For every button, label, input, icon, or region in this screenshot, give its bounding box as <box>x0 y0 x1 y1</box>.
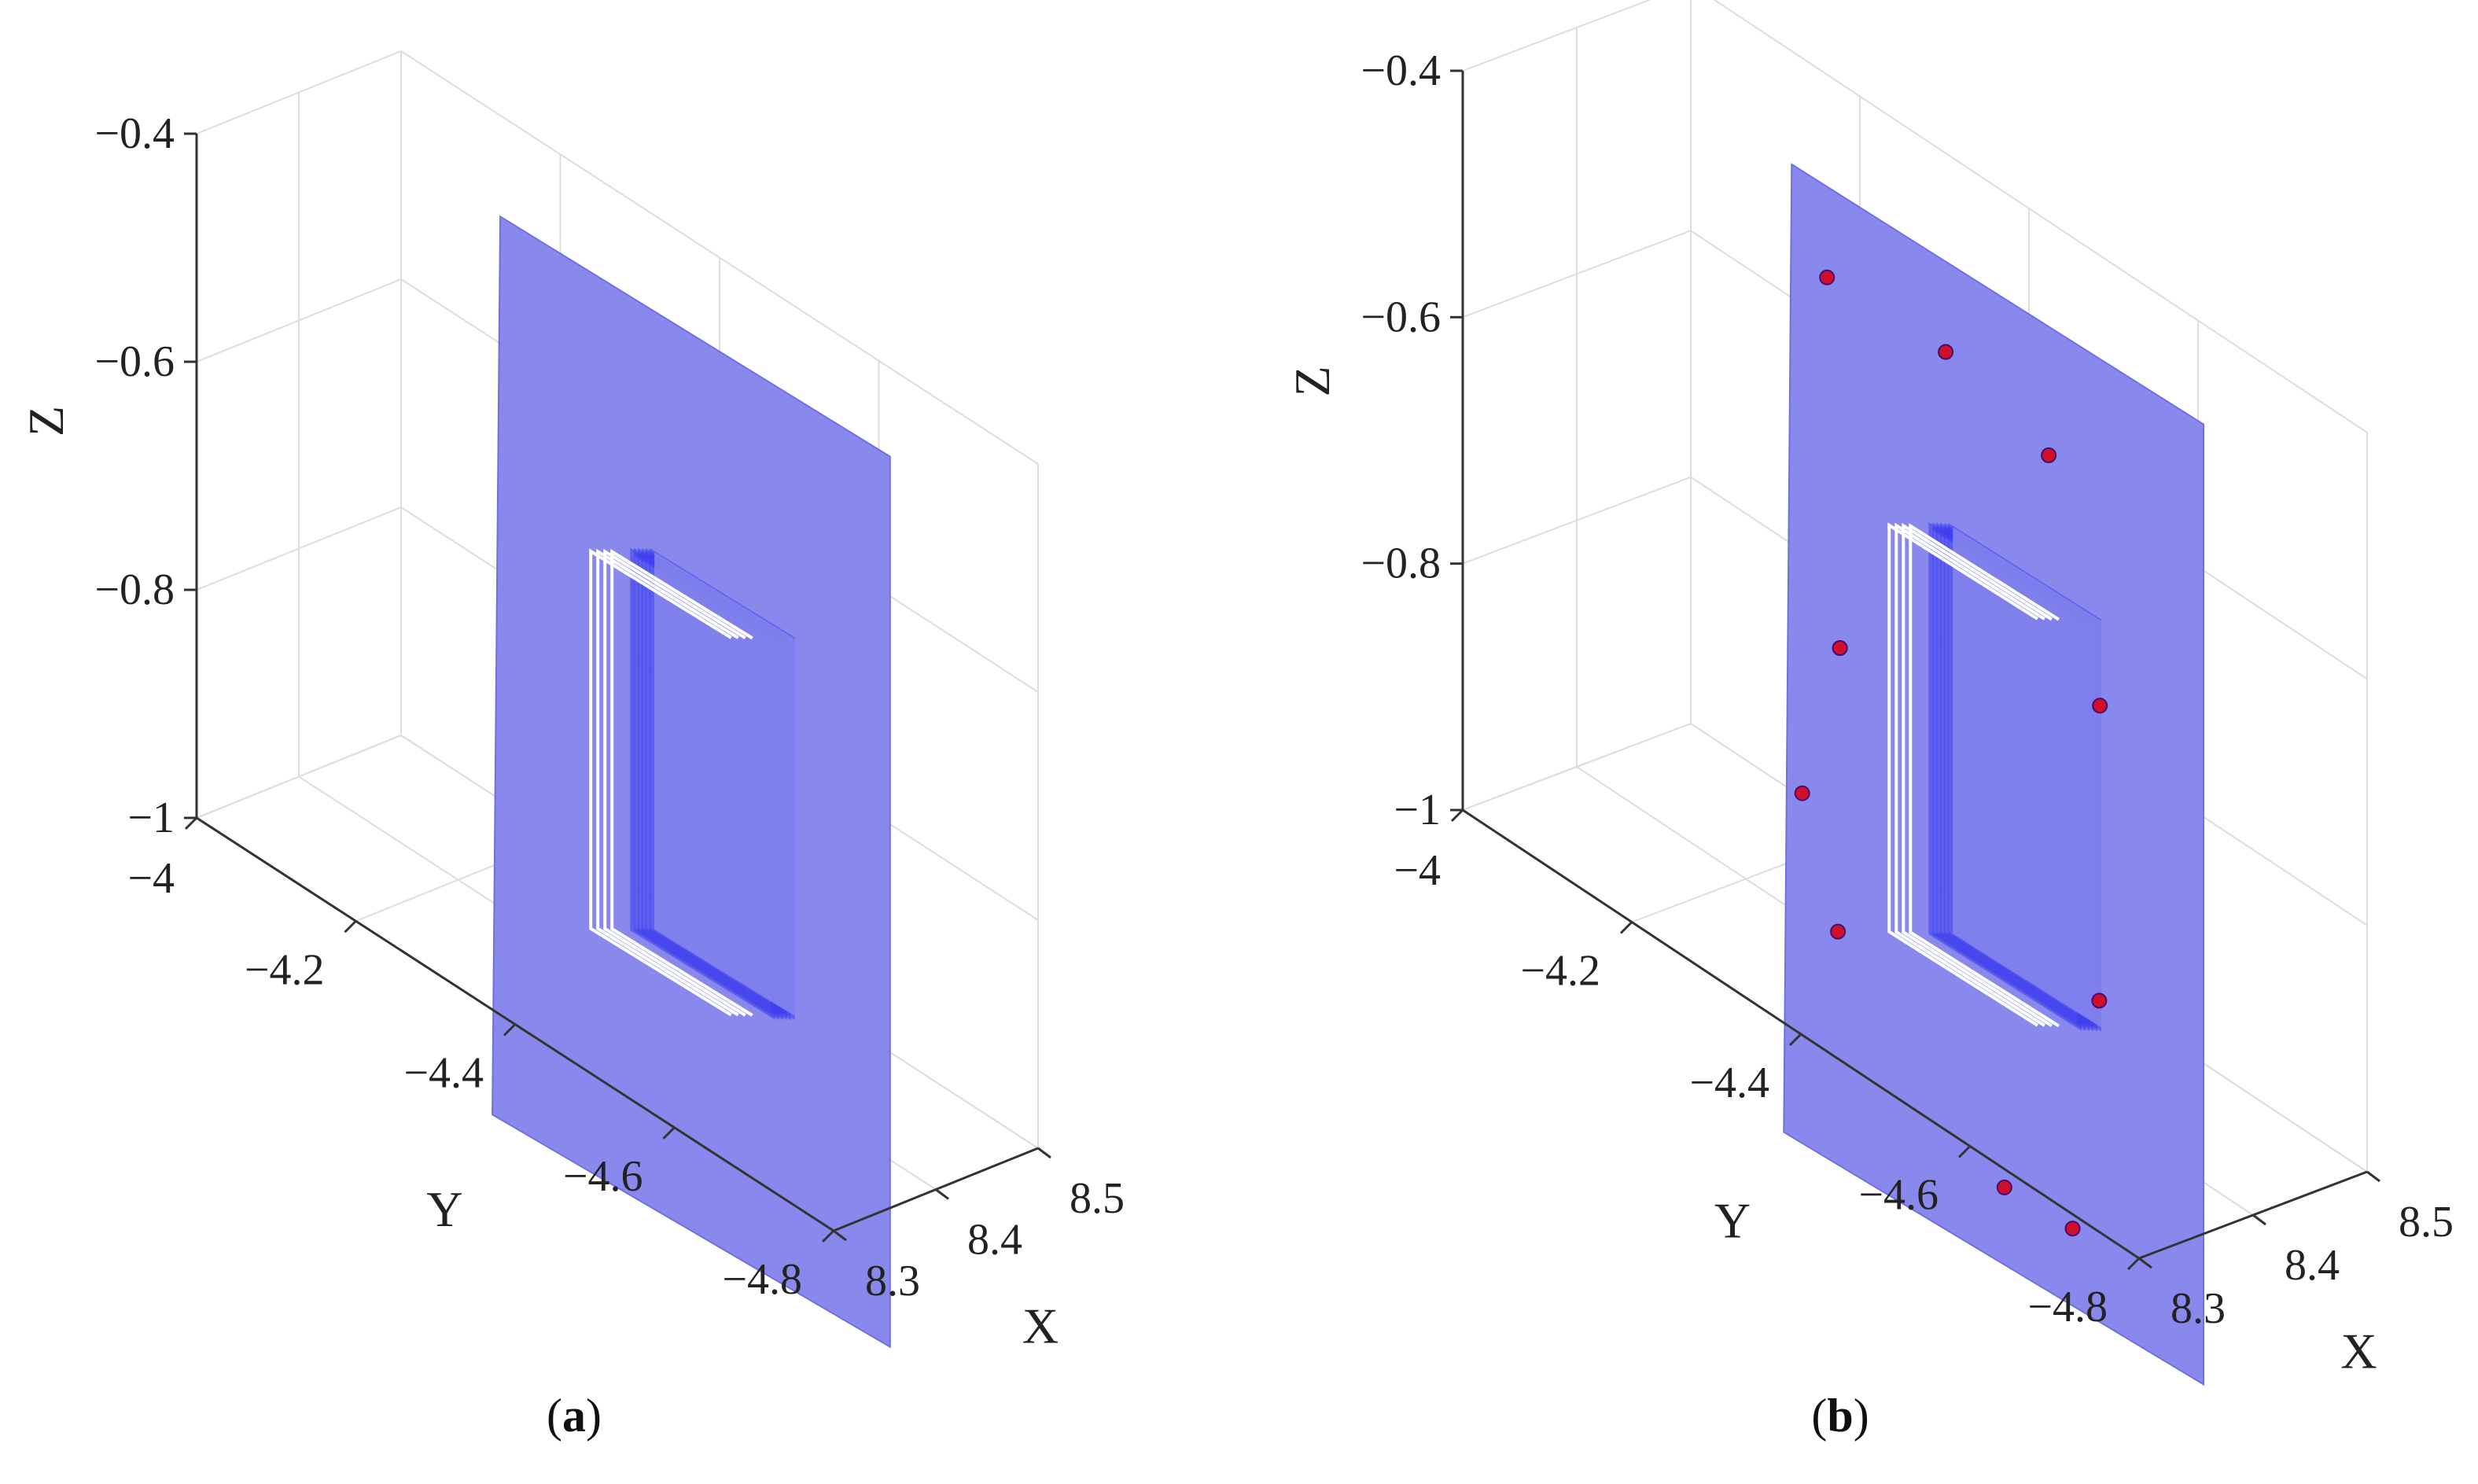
x-tick-mark <box>1037 1147 1051 1159</box>
y-tick-label: −4 <box>127 854 175 903</box>
y-tick-mark <box>1619 921 1633 934</box>
axes: −0.4 −0.6 −0.8 −1 −4 −4.2 −4.4 −4.6 −4.8 8.3 8.4 8.… <box>18 109 1125 1353</box>
grid-line <box>196 278 402 363</box>
surface <box>492 215 891 1349</box>
marker-point <box>2091 992 2108 1009</box>
y-axis-label: Y <box>1714 1193 1751 1249</box>
y-tick-mark <box>1788 1033 1802 1047</box>
marker-point <box>1938 344 1954 360</box>
z-tick-label: −0.4 <box>94 109 175 158</box>
x-tick-mark <box>2138 1257 2152 1269</box>
inner-frame-edge <box>610 548 753 1017</box>
x-tick-label: 8.5 <box>2399 1198 2454 1246</box>
z-tick-label: −0.6 <box>1361 293 1441 341</box>
marker-point <box>1830 923 1847 940</box>
inner-square <box>1953 527 2101 1028</box>
x-tick-label: 8.3 <box>865 1257 920 1305</box>
inner-square <box>654 552 795 1016</box>
grid-line <box>1713 0 2368 433</box>
x-tick-mark <box>833 1229 847 1242</box>
grid-line <box>1462 0 1652 72</box>
marker-point <box>2041 447 2057 463</box>
marker-point <box>2092 698 2108 714</box>
marker-point <box>1996 1179 2012 1195</box>
y-tick-mark <box>1450 808 1464 823</box>
y-tick-mark <box>344 920 357 933</box>
marker-point <box>1794 785 1810 801</box>
grid-line <box>196 506 402 591</box>
panel-caption: (b) <box>1811 1390 1869 1442</box>
y-tick-label: −4.6 <box>1858 1171 1939 1220</box>
x-tick-label: 8.4 <box>967 1216 1022 1265</box>
x-tick-mark <box>2252 1213 2266 1226</box>
grid-line <box>1462 230 1692 319</box>
marker-point <box>2064 1221 2081 1237</box>
inner-frame-edge <box>1887 522 2038 1027</box>
z-axis-label: Z <box>1284 366 1340 396</box>
y-tick-label: −4.8 <box>722 1255 802 1304</box>
x-tick-mark <box>2366 1170 2380 1183</box>
y-tick-label: −4.6 <box>563 1152 643 1201</box>
z-tick-label: −0.6 <box>94 337 175 386</box>
y-tick-label: −4.8 <box>2027 1283 2108 1331</box>
z-tick-label: −0.4 <box>1361 46 1441 95</box>
y-tick-label: −4.2 <box>1520 947 1600 996</box>
y-tick-mark <box>662 1126 676 1140</box>
z-tick-label: −0.8 <box>1361 539 1441 588</box>
x-tick-label: 8.3 <box>2171 1284 2226 1333</box>
y-tick-label: −4.2 <box>245 945 325 994</box>
y-tick-label: −4.4 <box>1689 1059 1769 1107</box>
x-tick-label: 8.5 <box>1070 1174 1125 1223</box>
inner-frame-edge <box>1902 522 2053 1027</box>
x-axis-label: X <box>2340 1324 2377 1379</box>
grid-line <box>400 50 1039 465</box>
x-tick-mark <box>935 1188 949 1200</box>
grid-line <box>1462 476 1692 565</box>
marker-points <box>1794 269 2108 1237</box>
y-tick-mark <box>184 816 198 830</box>
x-axis-label: X <box>1022 1298 1059 1353</box>
y-axis-label: Y <box>426 1181 462 1237</box>
grid-line <box>196 50 402 134</box>
inner-frame-edge <box>603 548 746 1017</box>
z-tick-label: −1 <box>1394 786 1441 834</box>
z-tick-label: −1 <box>127 794 175 842</box>
inner-frame-edge <box>589 548 732 1017</box>
inner-frame-edge <box>1894 522 2045 1027</box>
panel-caption: (a) <box>547 1390 602 1442</box>
y-tick-label: −4 <box>1394 846 1441 895</box>
panel-b: −0.4 −0.6 −0.8 −1 −4 −4.2 −4.4 −4.6 −4.8 8.3 8.4 8.… <box>1284 0 2454 1442</box>
z-tick-label: −0.8 <box>94 565 175 614</box>
y-tick-mark <box>2126 1257 2141 1271</box>
y-tick-mark <box>821 1229 835 1243</box>
marker-point <box>1832 640 1848 656</box>
surface <box>1783 163 2204 1386</box>
marker-point <box>1819 269 1835 285</box>
y-tick-label: −4.4 <box>403 1049 484 1098</box>
inner-frame-edge <box>1909 523 2060 1028</box>
inner-frame-edge <box>596 548 739 1017</box>
axes: −0.4 −0.6 −0.8 −1 −4 −4.2 −4.4 −4.6 −4.8 8.3 8.4 8.… <box>1284 46 2454 1379</box>
x-tick-label: 8.4 <box>2285 1241 2340 1290</box>
y-tick-mark <box>1957 1145 1972 1158</box>
panel-a: −0.4 −0.6 −0.8 −1 −4 −4.2 −4.4 −4.6 −4.8 8.3 8.4 8.… <box>18 50 1125 1442</box>
z-axis-label: Z <box>18 406 74 436</box>
y-tick-mark <box>503 1023 517 1037</box>
